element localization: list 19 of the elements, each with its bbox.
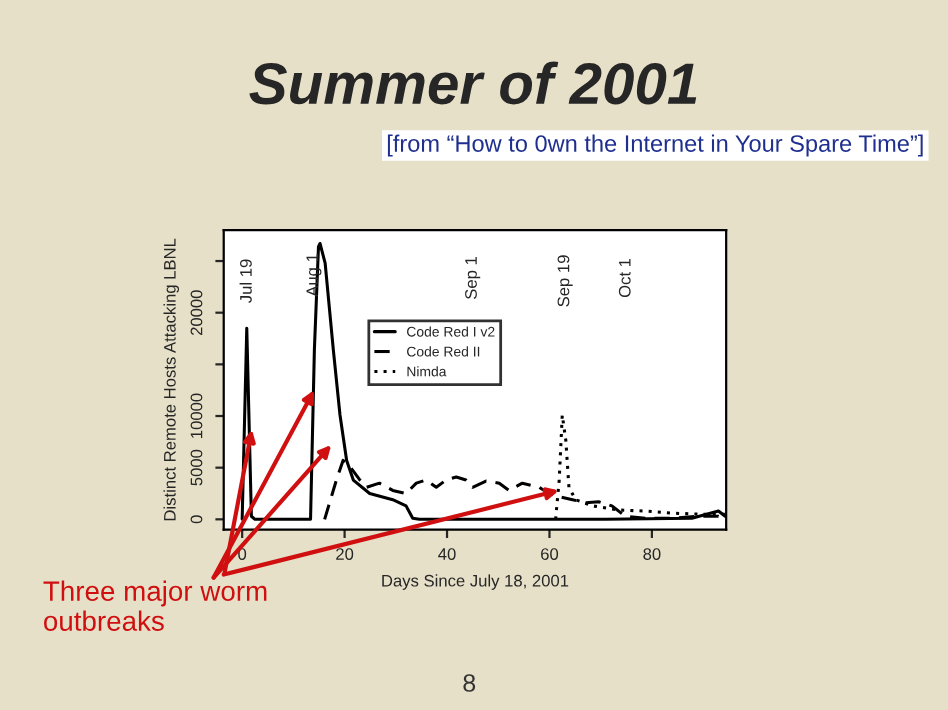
y-axis-title: Distinct Remote Hosts Attacking LBNL [163,238,180,521]
annotation: Three major worm outbreaks [43,580,267,631]
y-tick-label: 0 [190,515,203,524]
annotation: Sep 19 [557,255,573,307]
annotation: Jul 19 [239,259,252,303]
x-tick-label: 40 [438,548,456,560]
y-tick-label: 10000 [190,393,203,438]
chart-title: Summer of 2001 [249,61,697,105]
x-tick-label: 20 [336,548,354,560]
y-tick-label: 5000 [190,449,203,486]
x-tick-label: 80 [643,548,661,560]
annotation: Oct 1 [618,258,631,298]
annotation: Aug 1 [306,254,322,297]
chart-subtitle: [from “How to 0wn the Internet in Your Spare Time”] [387,134,923,157]
x-axis-title: Days Since July 18, 2001 [382,574,569,590]
annotation: Sep 1 [465,257,481,299]
x-tick-label: 60 [541,548,559,560]
text: 8 [463,674,476,692]
y-tick-label: 20000 [190,290,203,336]
